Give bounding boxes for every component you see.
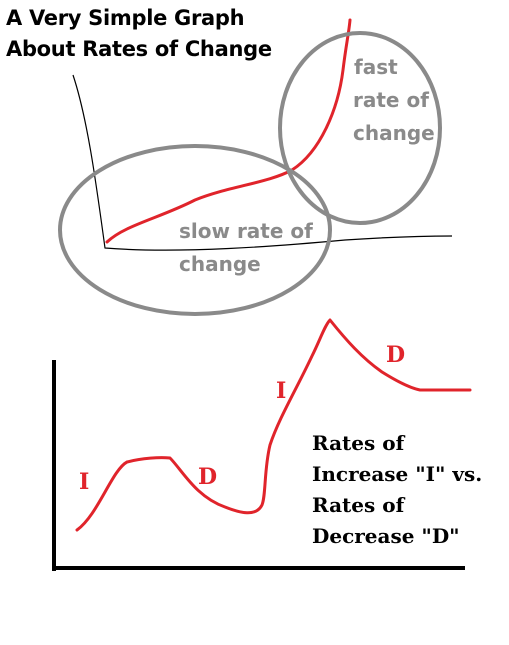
bottom-rate-curve xyxy=(75,318,472,532)
slow-label-line-1: slow rate of xyxy=(179,219,313,243)
fast-label-line-2: rate of xyxy=(353,88,429,112)
caption-line-1: Rates of xyxy=(312,431,405,455)
title-line-1: A Very Simple Graph xyxy=(6,6,245,30)
title-line-2: About Rates of Change xyxy=(6,37,272,61)
fast-rate-ellipse xyxy=(278,31,442,225)
top-axis-line xyxy=(72,74,453,251)
caption-line-2: Increase "I" vs. xyxy=(312,462,483,486)
slow-rate-ellipse xyxy=(58,144,332,316)
caption-line-4: Decrease "D" xyxy=(312,524,460,548)
slow-label-line-2: change xyxy=(179,252,261,276)
increase-letter-2: I xyxy=(276,378,287,404)
caption-line-3: Rates of xyxy=(312,493,405,517)
fast-label-line-3: change xyxy=(353,121,435,145)
decrease-letter-1: D xyxy=(198,464,218,490)
increase-letter-1: I xyxy=(79,469,90,495)
fast-label-line-1: fast xyxy=(354,55,398,79)
decrease-letter-2: D xyxy=(386,342,406,368)
